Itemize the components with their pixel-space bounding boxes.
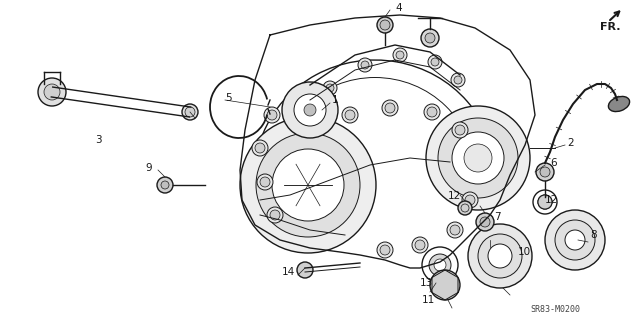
- Circle shape: [415, 240, 425, 250]
- Circle shape: [565, 230, 585, 250]
- Text: 9: 9: [145, 163, 152, 173]
- Circle shape: [342, 107, 358, 123]
- Circle shape: [377, 17, 393, 33]
- Circle shape: [536, 163, 554, 181]
- Text: 4: 4: [395, 3, 402, 13]
- Text: FR.: FR.: [600, 22, 621, 32]
- Circle shape: [44, 84, 60, 100]
- Circle shape: [450, 225, 460, 235]
- Circle shape: [428, 55, 442, 69]
- Circle shape: [240, 117, 376, 253]
- Circle shape: [272, 149, 344, 221]
- Circle shape: [452, 122, 468, 138]
- Circle shape: [282, 82, 338, 138]
- Circle shape: [538, 195, 552, 209]
- Circle shape: [358, 58, 372, 72]
- Circle shape: [421, 29, 439, 47]
- Text: 12: 12: [448, 191, 461, 201]
- Circle shape: [385, 103, 395, 113]
- Circle shape: [452, 132, 504, 184]
- Circle shape: [488, 244, 512, 268]
- Circle shape: [270, 210, 280, 220]
- Circle shape: [555, 220, 595, 260]
- Circle shape: [455, 125, 465, 135]
- Circle shape: [451, 73, 465, 87]
- Circle shape: [380, 245, 390, 255]
- Text: 1: 1: [332, 95, 339, 105]
- Text: 10: 10: [518, 247, 531, 257]
- Circle shape: [538, 195, 552, 209]
- Circle shape: [426, 106, 530, 210]
- Circle shape: [468, 224, 532, 288]
- Circle shape: [393, 48, 407, 62]
- Circle shape: [458, 201, 472, 215]
- Text: 7: 7: [494, 212, 500, 222]
- Circle shape: [256, 133, 360, 237]
- Circle shape: [431, 58, 439, 66]
- Circle shape: [412, 237, 428, 253]
- Circle shape: [182, 104, 198, 120]
- Text: 11: 11: [422, 295, 435, 305]
- Text: 5: 5: [225, 93, 232, 103]
- Circle shape: [267, 110, 277, 120]
- Circle shape: [424, 104, 440, 120]
- Circle shape: [345, 110, 355, 120]
- Circle shape: [361, 61, 369, 69]
- Circle shape: [326, 84, 334, 92]
- Circle shape: [294, 94, 326, 126]
- Text: SR83-M0200: SR83-M0200: [530, 306, 580, 315]
- Text: 8: 8: [590, 230, 596, 240]
- Circle shape: [382, 100, 398, 116]
- Circle shape: [185, 107, 195, 117]
- Text: 6: 6: [550, 158, 557, 168]
- Circle shape: [38, 78, 66, 106]
- Circle shape: [480, 217, 490, 227]
- Circle shape: [464, 144, 492, 172]
- Circle shape: [323, 81, 337, 95]
- Circle shape: [377, 242, 393, 258]
- Text: 12: 12: [545, 195, 558, 205]
- Circle shape: [257, 174, 273, 190]
- Circle shape: [427, 107, 437, 117]
- Circle shape: [260, 177, 270, 187]
- Circle shape: [465, 195, 475, 205]
- Circle shape: [476, 213, 494, 231]
- Circle shape: [396, 51, 404, 59]
- Text: 14: 14: [282, 267, 295, 277]
- Circle shape: [264, 107, 280, 123]
- Circle shape: [430, 270, 460, 300]
- Circle shape: [425, 33, 435, 43]
- Circle shape: [252, 140, 268, 156]
- Circle shape: [267, 207, 283, 223]
- Circle shape: [447, 222, 463, 238]
- Circle shape: [429, 254, 451, 276]
- Text: 13: 13: [420, 278, 433, 288]
- Circle shape: [434, 259, 446, 271]
- Circle shape: [478, 234, 522, 278]
- Circle shape: [161, 181, 169, 189]
- Circle shape: [157, 177, 173, 193]
- Circle shape: [540, 167, 550, 177]
- Circle shape: [255, 143, 265, 153]
- Circle shape: [438, 118, 518, 198]
- Circle shape: [545, 210, 605, 270]
- Circle shape: [380, 20, 390, 30]
- Circle shape: [304, 104, 316, 116]
- Ellipse shape: [609, 96, 630, 112]
- Circle shape: [462, 192, 478, 208]
- Text: 2: 2: [567, 138, 573, 148]
- Circle shape: [454, 76, 462, 84]
- Circle shape: [297, 262, 313, 278]
- Text: 3: 3: [95, 135, 102, 145]
